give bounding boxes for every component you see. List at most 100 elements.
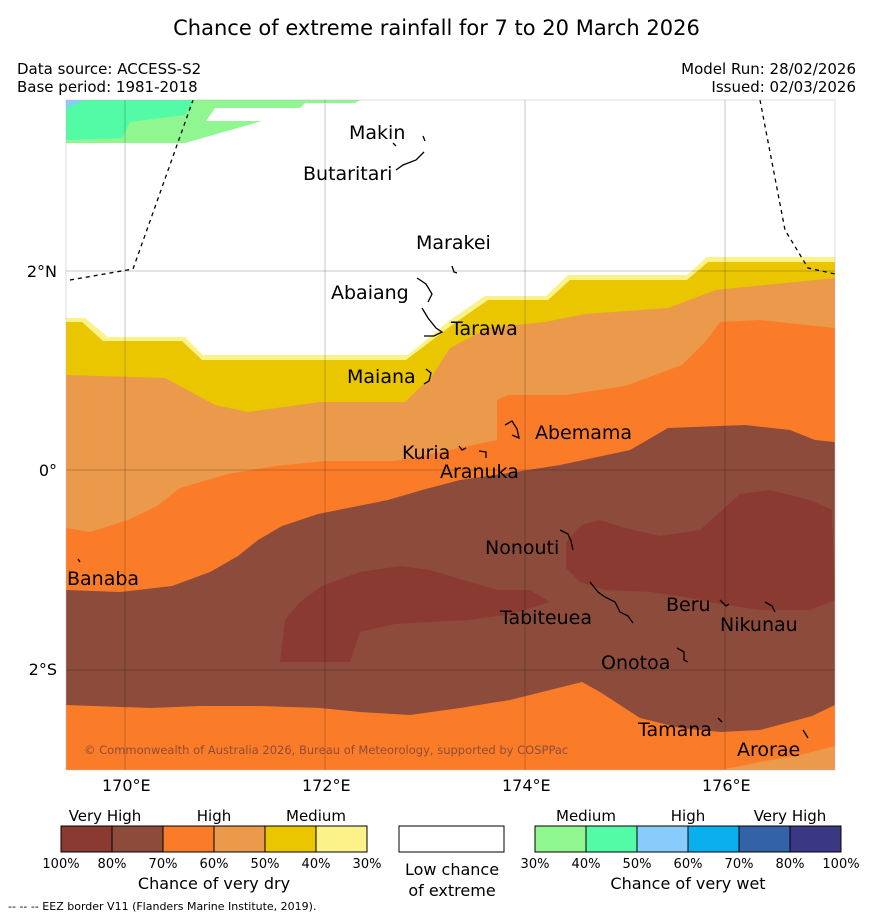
wet-swatch-4: [687, 825, 740, 853]
island-abaiang: [416, 277, 433, 303]
island-kuria: [458, 445, 467, 451]
island-banaba: [77, 558, 81, 563]
lat-label-2n: 2°N: [26, 262, 57, 281]
data-source: Data source: ACCESS-S2: [17, 60, 202, 78]
label-nonouti: Nonouti: [485, 537, 559, 559]
lat-label-2s: 2°S: [28, 660, 57, 679]
wet-tick-5: 70%: [725, 857, 754, 872]
label-tamana: Tamana: [637, 719, 712, 741]
label-butaritari: Butaritari: [303, 163, 392, 185]
dry-swatch-4: [213, 825, 266, 853]
wet-tick-6: 80%: [776, 857, 805, 872]
lon-label-172e: 172°E: [302, 776, 351, 795]
label-nikunau: Nikunau: [720, 614, 798, 636]
island-butaritari: [395, 151, 425, 171]
island-marakei: [451, 265, 458, 274]
lon-label-174e: 174°E: [502, 776, 551, 795]
island-makin: [422, 135, 426, 142]
dry-tick-3: 70%: [149, 857, 178, 872]
label-tabiteuea: Tabiteuea: [499, 607, 592, 629]
eez-border: [69, 100, 835, 281]
label-banaba: Banaba: [67, 568, 139, 590]
wet-legend: Medium High Very High 30% 40% 50% 60% 70…: [521, 807, 860, 893]
dry-extreme-area-2: [566, 490, 835, 610]
model-run: Model Run: 28/02/2026: [681, 60, 856, 78]
low-caption-1: Low chance: [405, 860, 499, 879]
dry-legend: Very High High Medium 100% 80% 70% 60% 5…: [42, 807, 381, 893]
wet-header-medium: Medium: [556, 807, 616, 825]
low-caption-2: of extreme: [408, 881, 495, 900]
dry-caption: Chance of very dry: [138, 874, 290, 893]
dry-medium-area-south: [720, 746, 835, 770]
wet-swatch-6: [789, 825, 842, 853]
map-title: Chance of extreme rainfall for 7 to 20 M…: [173, 16, 700, 40]
label-abaiang: Abaiang: [331, 282, 409, 304]
wet-tick-1: 30%: [521, 857, 550, 872]
dry-high-area-south: [66, 682, 835, 770]
label-onotoa: Onotoa: [601, 652, 670, 674]
dry-swatch-3: [162, 825, 215, 853]
dry-swatch-5: [264, 825, 317, 853]
dry-tick-5: 50%: [251, 857, 280, 872]
dry-tick-4: 60%: [200, 857, 229, 872]
island-arorae: [802, 729, 809, 739]
low-chance-legend: Low chance of extreme: [398, 825, 505, 900]
dry-tick-7: 30%: [353, 857, 382, 872]
base-period: Base period: 1981-2018: [17, 78, 198, 96]
island-outlines: [77, 135, 809, 739]
wet-swatch-3: [636, 825, 689, 853]
label-beru: Beru: [666, 594, 711, 616]
dry-swatch-1: [60, 825, 113, 853]
island-nonouti: [559, 529, 574, 551]
label-tarawa: Tarawa: [450, 318, 518, 340]
wet-higher-area: [66, 100, 195, 140]
lon-label-176e: 176°E: [702, 776, 751, 795]
wet-tick-2: 40%: [572, 857, 601, 872]
wet-swatch-2: [585, 825, 638, 853]
island-tamana: [717, 717, 723, 723]
island-aranuka: [478, 450, 487, 458]
wet-tick-3: 50%: [623, 857, 652, 872]
wet-swatch-1: [534, 825, 587, 853]
island-abemama: [504, 420, 520, 440]
island-tabiteuea: [589, 581, 634, 624]
wet-swatch-5: [738, 825, 791, 853]
dry-extreme-area-1: [280, 566, 550, 662]
dry-header-medium: Medium: [286, 807, 346, 825]
label-marakei: Marakei: [416, 232, 491, 254]
wet-header-very-high: Very High: [754, 807, 827, 825]
map-frame: [65, 99, 836, 771]
wet-caption: Chance of very wet: [610, 874, 765, 893]
label-maiana: Maiana: [347, 366, 416, 388]
eez-footnote: -- -- -- EEZ border V11 (Flanders Marine…: [8, 900, 317, 913]
graticule: [66, 100, 835, 770]
low-chance-swatch: [398, 825, 505, 853]
wet-high-area: [66, 100, 85, 110]
label-abemama: Abemama: [535, 422, 632, 444]
label-arorae: Arorae: [737, 739, 800, 761]
label-kuria: Kuria: [402, 442, 450, 464]
wet-header-high: High: [671, 807, 705, 825]
place-labels: Makin Butaritari Marakei Abaiang Tarawa …: [67, 122, 800, 761]
label-makin: Makin: [349, 122, 405, 144]
meta-left: Data source: ACCESS-S2 Base period: 1981…: [17, 60, 201, 96]
dry-tick-1: 100%: [42, 857, 79, 872]
dry-tick-2: 80%: [98, 857, 127, 872]
dry-tick-6: 40%: [302, 857, 331, 872]
island-beru: [719, 599, 730, 607]
island-makin-2: [392, 142, 397, 147]
island-nikunau: [764, 601, 776, 613]
label-aranuka: Aranuka: [440, 461, 519, 483]
island-onotoa: [676, 647, 689, 663]
dry-swatch-6: [315, 825, 368, 853]
lat-label-0: 0°: [38, 461, 57, 480]
lon-label-170e: 170°E: [102, 776, 151, 795]
dry-header-high: High: [197, 807, 231, 825]
dry-swatch-2: [111, 825, 164, 853]
wet-tick-4: 60%: [674, 857, 703, 872]
copyright-text: © Commonwealth of Australia 2026, Bureau…: [84, 743, 568, 757]
meta-right: Model Run: 28/02/2026 Issued: 02/03/2026: [681, 60, 856, 96]
dry-header-very-high: Very High: [69, 807, 142, 825]
island-maiana: [423, 368, 432, 385]
